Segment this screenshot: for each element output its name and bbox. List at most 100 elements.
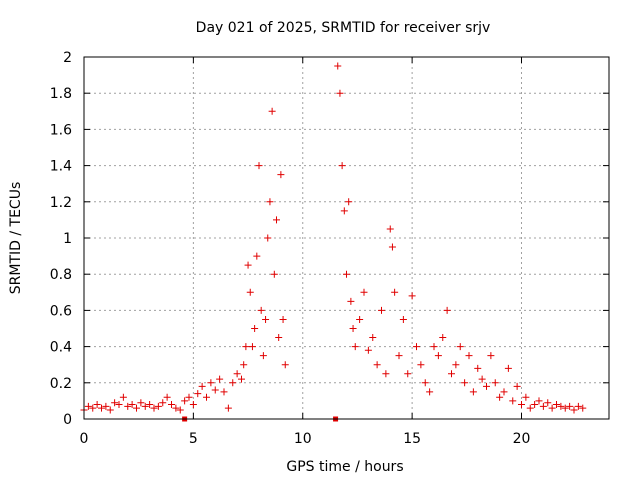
data-point <box>244 261 252 269</box>
y-axis-label: SRMTID / TECUs <box>8 182 24 295</box>
data-point <box>369 334 377 342</box>
data-point <box>360 288 368 296</box>
data-point <box>557 402 565 410</box>
data-point <box>535 397 543 405</box>
data-point <box>504 364 512 372</box>
data-point <box>349 325 357 332</box>
data-point <box>526 404 534 412</box>
data-point <box>220 388 228 396</box>
data-point <box>150 404 158 412</box>
data-point <box>115 401 123 409</box>
data-point <box>119 393 127 401</box>
data-point <box>434 352 442 360</box>
data-point <box>491 379 499 387</box>
data-point <box>154 402 162 410</box>
data-point <box>268 107 276 115</box>
data-point <box>548 404 556 412</box>
data-point <box>159 399 167 407</box>
data-point <box>452 361 460 369</box>
data-point <box>443 306 451 314</box>
data-point <box>421 379 429 387</box>
grid-lines <box>84 57 609 419</box>
data-point <box>478 375 486 383</box>
data-point <box>345 198 353 206</box>
data-point <box>93 401 101 409</box>
data-point <box>124 402 132 410</box>
data-point <box>211 386 219 394</box>
data-point <box>141 402 149 410</box>
data-point <box>417 361 425 369</box>
data-point <box>347 297 355 305</box>
data-point <box>266 198 274 206</box>
data-point <box>518 401 525 409</box>
y-tick-label: 1 <box>63 231 72 247</box>
data-point <box>426 388 434 396</box>
data-point <box>461 379 469 387</box>
data-point <box>277 171 285 179</box>
data-point <box>496 393 504 401</box>
x-axis-label: GPS time / hours <box>286 459 403 475</box>
y-tick-label: 0.6 <box>50 303 72 319</box>
data-point <box>137 399 145 407</box>
data-point <box>522 393 530 401</box>
data-point <box>439 334 447 342</box>
y-tick-label: 1.6 <box>50 122 72 138</box>
x-tick-label: 15 <box>403 431 421 447</box>
data-point <box>340 207 348 215</box>
data-point <box>253 252 261 260</box>
data-point <box>531 401 539 409</box>
data-point <box>356 315 364 323</box>
data-point <box>172 404 180 412</box>
data-point <box>264 234 272 242</box>
data-point <box>500 388 508 396</box>
y-tick-label: 0 <box>63 412 72 428</box>
data-point <box>238 375 245 383</box>
data-point <box>281 361 289 369</box>
data-point <box>336 89 344 97</box>
data-point <box>279 315 287 323</box>
data-point <box>102 402 110 410</box>
data-point <box>257 306 265 314</box>
data-point <box>189 401 197 409</box>
data-point <box>111 399 119 407</box>
data-point <box>395 352 403 360</box>
data-point <box>255 162 263 170</box>
y-tick-label: 1.8 <box>50 86 72 102</box>
data-point <box>391 288 399 296</box>
data-point <box>469 388 477 396</box>
chart-title: Day 021 of 2025, SRMTID for receiver srj… <box>196 20 491 36</box>
data-point <box>216 375 224 383</box>
data-point <box>198 382 206 390</box>
axis-ticks <box>83 56 609 420</box>
data-point <box>242 343 250 351</box>
data-point <box>544 399 552 407</box>
data-point <box>474 364 482 372</box>
data-points <box>80 62 587 422</box>
data-point <box>509 397 517 405</box>
data-point <box>382 370 390 378</box>
data-point <box>128 401 136 409</box>
data-point <box>270 270 278 278</box>
data-point <box>224 404 232 412</box>
data-point <box>483 382 490 390</box>
data-point <box>181 397 189 405</box>
data-point <box>262 315 270 323</box>
data-point <box>89 404 97 412</box>
data-point <box>240 361 248 369</box>
data-point <box>233 370 241 378</box>
data-point <box>207 379 215 387</box>
data-point <box>106 406 114 414</box>
data-point <box>487 352 495 360</box>
data-point <box>275 334 283 342</box>
x-tick-label: 20 <box>513 431 531 447</box>
data-point <box>574 402 582 410</box>
data-point <box>168 401 175 409</box>
data-point <box>539 402 547 410</box>
data-point <box>465 352 473 360</box>
x-tick-label: 0 <box>80 431 89 447</box>
data-point <box>259 352 267 360</box>
y-tick-label: 0.2 <box>50 376 72 392</box>
y-tick-label: 2 <box>63 50 72 66</box>
data-point <box>364 346 372 354</box>
